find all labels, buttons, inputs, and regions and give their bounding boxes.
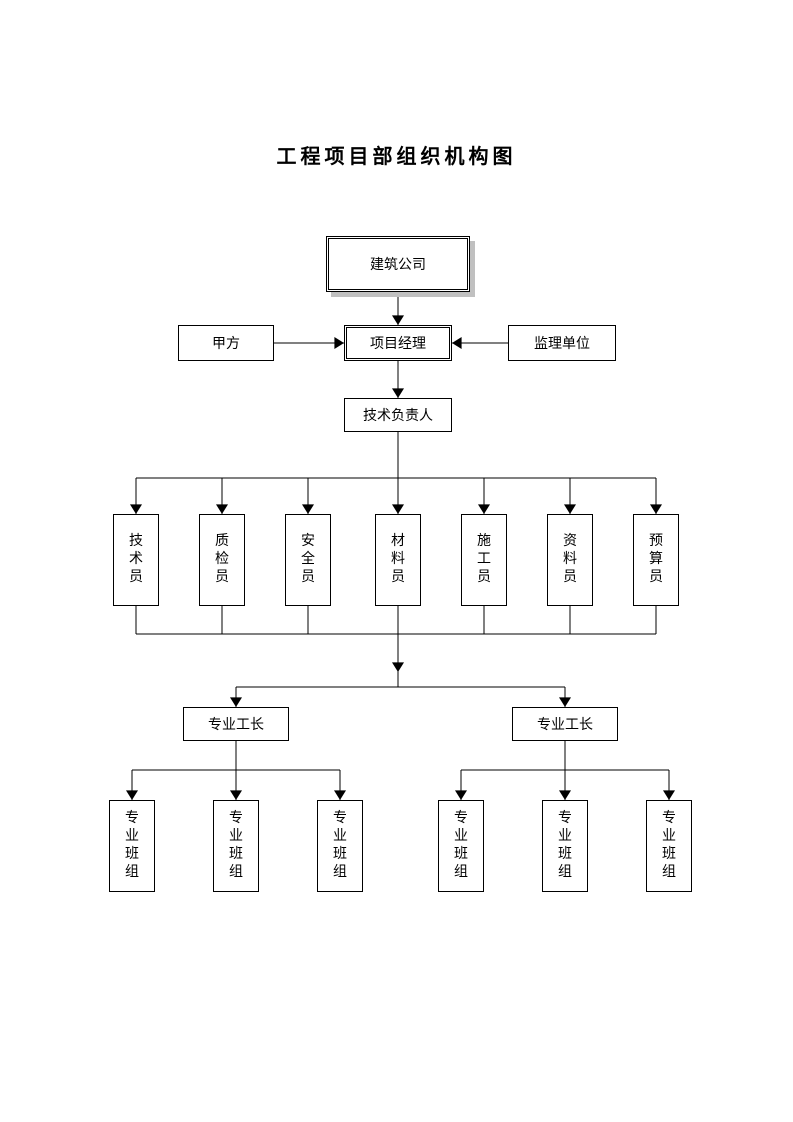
node-label: 专业班组 — [454, 810, 468, 883]
node-label: 技术员 — [129, 533, 143, 588]
node-team5: 专业班组 — [542, 800, 588, 892]
node-label: 监理单位 — [534, 333, 590, 353]
node-staff6: 资料员 — [547, 514, 593, 606]
node-label: 专业班组 — [229, 810, 243, 883]
node-label: 施工员 — [477, 533, 491, 588]
chart-title: 工程项目部组织机构图 — [0, 140, 793, 169]
node-label: 专业工长 — [208, 714, 264, 734]
node-label: 专业班组 — [333, 810, 347, 883]
node-staff4: 材料员 — [375, 514, 421, 606]
node-foreman2: 专业工长 — [512, 707, 618, 741]
node-staff1: 技术员 — [113, 514, 159, 606]
node-staff7: 预算员 — [633, 514, 679, 606]
node-label: 预算员 — [649, 533, 663, 588]
node-label: 安全员 — [301, 533, 315, 588]
node-label: 专业班组 — [558, 810, 572, 883]
node-label: 材料员 — [391, 533, 405, 588]
org-chart-canvas: 工程项目部组织机构图 建筑公司甲方 项目经理 监理单位技术负责人技术员 质检员 安全员 材… — [0, 0, 793, 1122]
node-label: 技术负责人 — [363, 405, 433, 425]
node-label: 资料员 — [563, 533, 577, 588]
node-label: 专业班组 — [125, 810, 139, 883]
node-label: 项目经理 — [370, 333, 426, 353]
node-team1: 专业班组 — [109, 800, 155, 892]
node-label: 专业班组 — [662, 810, 676, 883]
node-label: 质检员 — [215, 533, 229, 588]
node-pm: 项目经理 — [344, 325, 452, 361]
node-tech_lead: 技术负责人 — [344, 398, 452, 432]
node-label: 建筑公司 — [370, 254, 426, 274]
node-staff5: 施工员 — [461, 514, 507, 606]
node-party_a: 甲方 — [178, 325, 274, 361]
node-label: 甲方 — [212, 333, 240, 353]
node-company: 建筑公司 — [326, 236, 470, 292]
node-staff3: 安全员 — [285, 514, 331, 606]
node-label: 专业工长 — [537, 714, 593, 734]
node-team3: 专业班组 — [317, 800, 363, 892]
node-team2: 专业班组 — [213, 800, 259, 892]
node-staff2: 质检员 — [199, 514, 245, 606]
node-team4: 专业班组 — [438, 800, 484, 892]
node-foreman1: 专业工长 — [183, 707, 289, 741]
node-team6: 专业班组 — [646, 800, 692, 892]
node-supervisor: 监理单位 — [508, 325, 616, 361]
